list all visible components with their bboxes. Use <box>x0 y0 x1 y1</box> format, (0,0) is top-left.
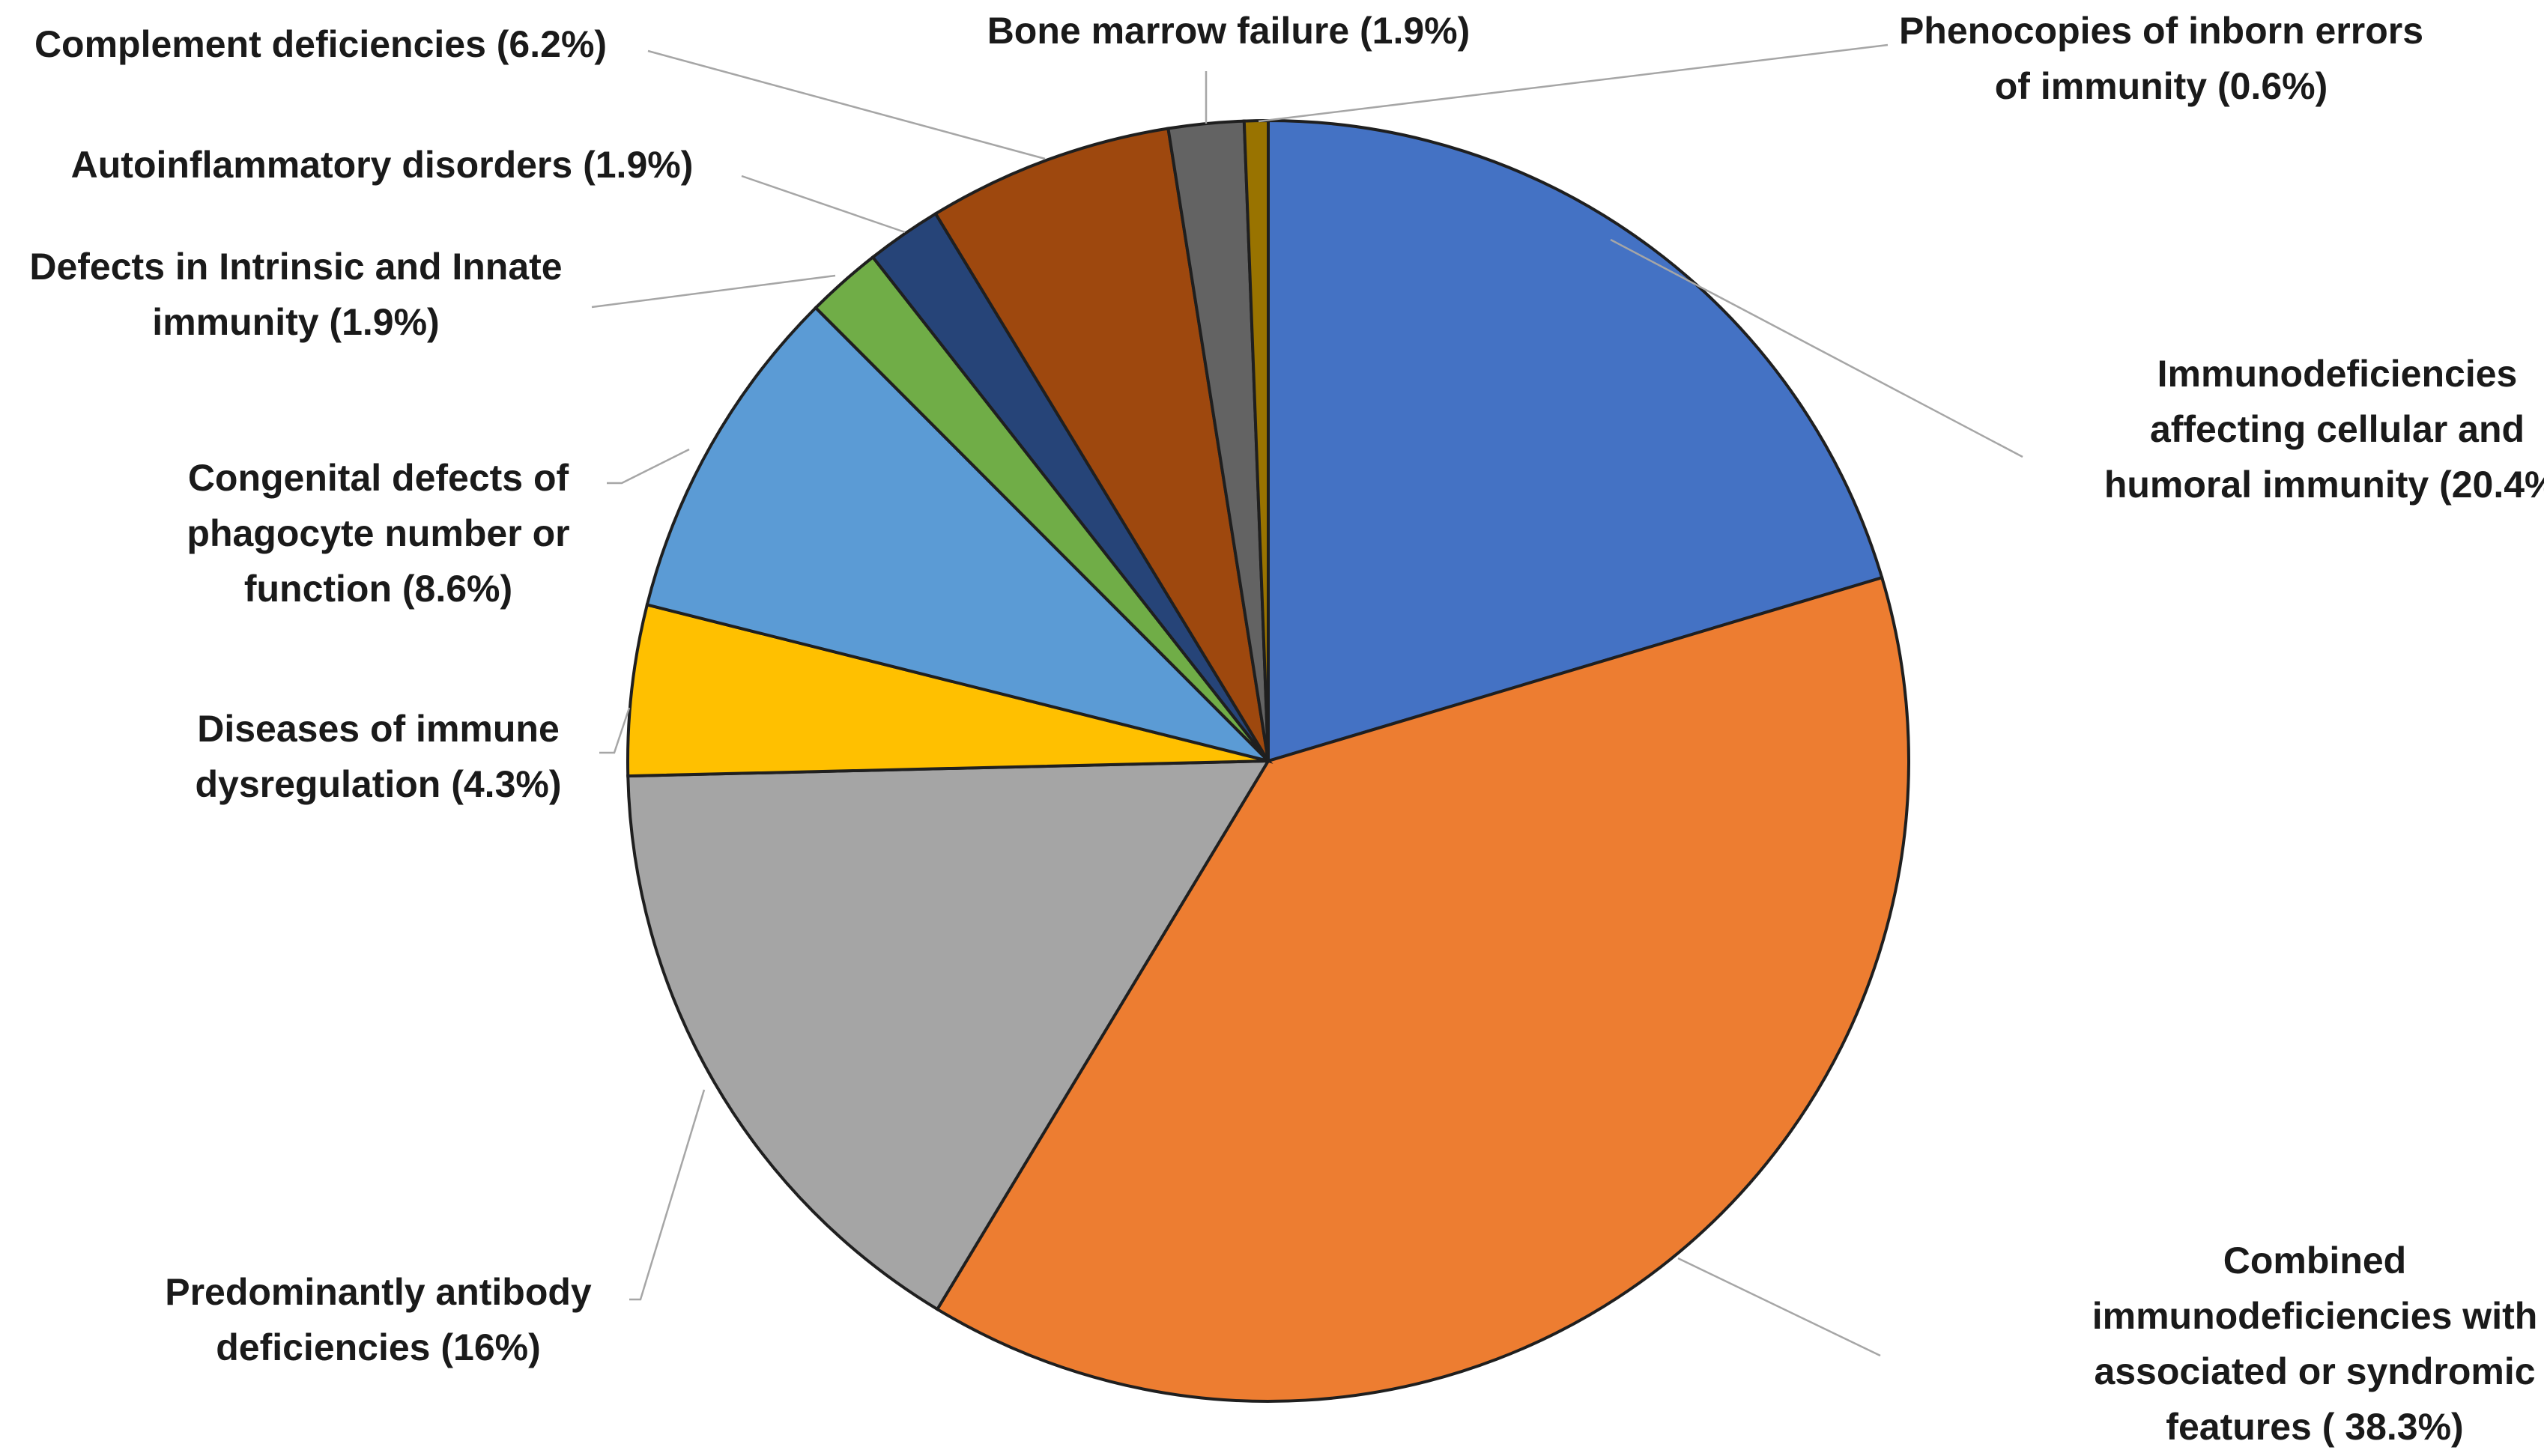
slice-label-line: deficiencies (16%) <box>216 1326 541 1368</box>
pie-slice-diseases-of-immune-dysregulation <box>626 603 1269 778</box>
slice-label-line: of immunity (0.6%) <box>1995 65 2328 107</box>
leader-line-congenital-defects-of-phagocyte-number-or-function <box>607 448 690 485</box>
slice-label-diseases-of-immune-dysregulation: Diseases of immune dysregulation (4.3%) <box>196 708 562 805</box>
slice-label-congenital-defects-of-phagocyte-number-or-function: Congenital defects of phagocyte number or… <box>187 457 569 610</box>
pie-slice-combined-immunodeficiencies-with-associated-or-syndromic-features <box>935 575 1910 1403</box>
slice-label-line: Predominantly antibody <box>165 1271 592 1313</box>
slice-label-line: Autoinflammatory disorders (1.9%) <box>71 144 694 186</box>
slice-label-line: immunodeficiencies with <box>2092 1295 2538 1337</box>
slice-label-defects-in-intrinsic-and-innate-immunity: Defects in Intrinsic and Innate immunity … <box>29 246 562 343</box>
leader-line-predominantly-antibody-deficiencies <box>629 1089 706 1301</box>
slice-label-autoinflammatory-disorders: Autoinflammatory disorders (1.9%) <box>71 144 694 186</box>
leader-line-immunodeficiencies-affecting-cellular-and-humoral-immunity <box>1610 238 2023 458</box>
leader-line-defects-in-intrinsic-and-innate-immunity <box>591 274 836 309</box>
slice-label-line: Bone marrow failure (1.9%) <box>987 10 1471 52</box>
slice-label-line: Defects in Intrinsic and Innate <box>29 246 562 288</box>
leader-line-combined-immunodeficiencies-with-associated-or-syndromic-features <box>1677 1257 1881 1357</box>
slice-label-line: Combined <box>2223 1240 2406 1281</box>
pie-slice-complement-deficiencies <box>933 127 1270 762</box>
pie-slice-predominantly-antibody-deficiencies <box>626 759 1271 1311</box>
slice-label-predominantly-antibody-deficiencies: Predominantly antibody deficiencies (16%) <box>165 1271 592 1368</box>
slice-label-immunodeficiencies-affecting-cellular-and-humoral-immunity: Immunodeficiencies affecting cellular and… <box>2104 353 2544 506</box>
pie-slice-congenital-defects-of-phagocyte-number-or-function <box>645 306 1273 764</box>
slice-label-complement-deficiencies: Complement deficiencies (6.2%) <box>34 23 607 65</box>
pie-slices <box>626 118 1910 1403</box>
slice-label-line: Congenital defects of <box>188 457 569 499</box>
pie-slice-immunodeficiencies-affecting-cellular-and-humoral-immunity <box>1267 118 1884 763</box>
leader-line-autoinflammatory-disorders <box>741 175 906 234</box>
slice-label-line: affecting cellular and <box>2150 408 2525 450</box>
slice-label-bone-marrow-failure: Bone marrow failure (1.9%) <box>987 10 1471 52</box>
slice-label-phenocopies-of-inborn-errors-of-immunity: Phenocopies of inborn errors of immunity … <box>1899 10 2423 107</box>
slice-label-line: dysregulation (4.3%) <box>196 763 562 805</box>
slice-label-line: phagocyte number or <box>187 512 569 554</box>
leader-lines <box>591 43 2023 1357</box>
slice-label-line: features ( 38.3%) <box>2166 1406 2463 1448</box>
slice-label-line: associated or syndromic <box>2094 1350 2535 1392</box>
leader-line-diseases-of-immune-dysregulation <box>599 707 631 754</box>
leader-line-phenocopies-of-inborn-errors-of-immunity <box>1258 43 1889 123</box>
slice-labels: Immunodeficiencies affecting cellular and… <box>29 10 2544 1448</box>
slice-label-line: Diseases of immune <box>197 708 560 750</box>
leader-line-complement-deficiencies <box>647 49 1046 160</box>
slice-label-line: Immunodeficiencies <box>2157 353 2518 395</box>
slice-label-line: immunity (1.9%) <box>152 301 439 343</box>
slice-label-combined-immunodeficiencies-with-associated-or-syndromic-features: Combined immunodeficiencies with associate… <box>2092 1240 2538 1448</box>
slice-label-line: Complement deficiencies (6.2%) <box>34 23 607 65</box>
slice-label-line: humoral immunity (20.4%) <box>2104 464 2544 506</box>
slice-label-line: function (8.6%) <box>244 568 512 610</box>
slice-label-line: Phenocopies of inborn errors <box>1899 10 2423 52</box>
